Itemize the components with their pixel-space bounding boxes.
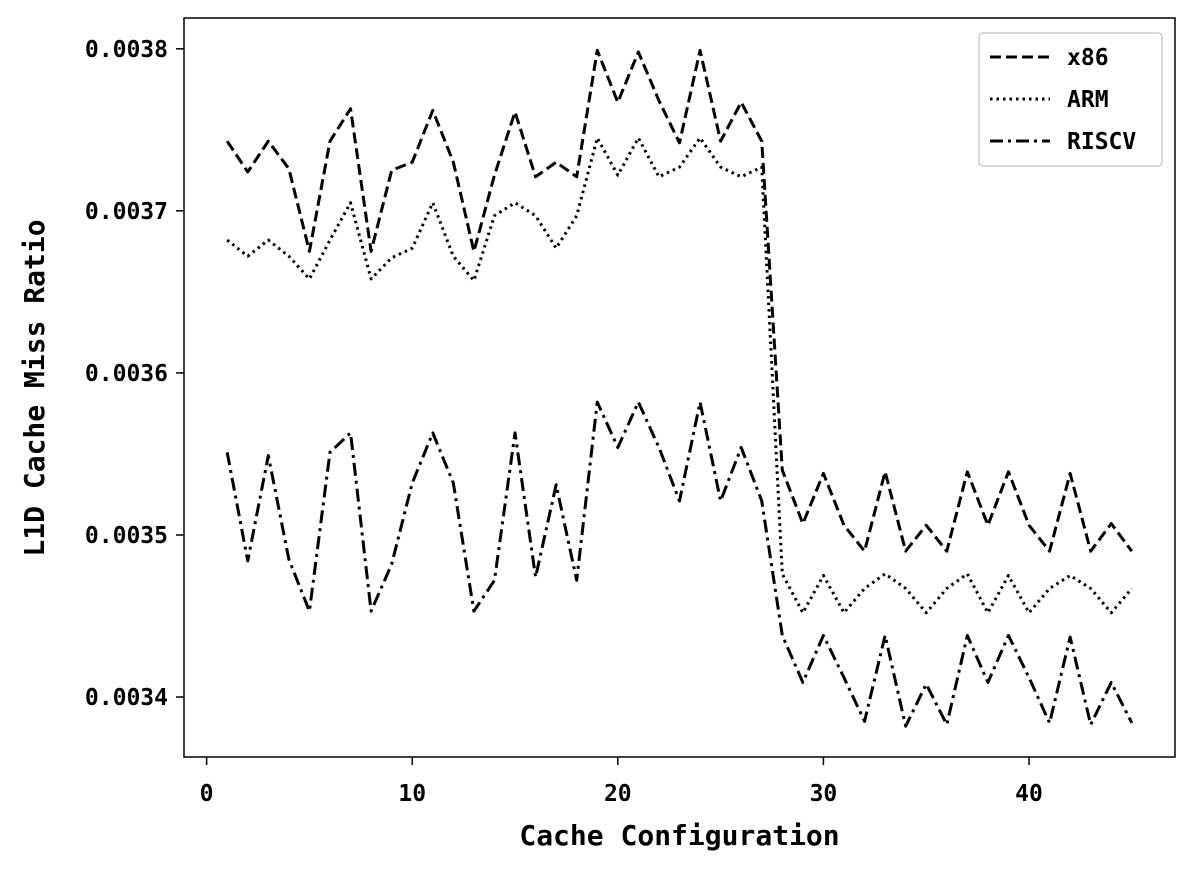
x-tick-label: 10 — [398, 781, 426, 807]
y-tick-label: 0.0035 — [85, 523, 168, 549]
series-line-x86 — [225, 48, 1134, 553]
series-line-arm — [226, 136, 1133, 615]
legend-box — [978, 32, 1163, 167]
plot-area-frame — [183, 17, 1176, 758]
y-axis-title: L1D Cache Miss Ratio — [18, 219, 51, 556]
y-tick-label: 0.0036 — [85, 361, 168, 387]
x-tick-label: 40 — [1015, 781, 1043, 807]
x-tick-label: 30 — [810, 781, 838, 807]
x-tick-label: 0 — [200, 781, 214, 807]
y-tick-label: 0.0034 — [85, 685, 168, 711]
x-axis-title: Cache Configuration — [519, 819, 839, 852]
legend-label-x86: x86 — [1067, 45, 1109, 71]
legend: x86 ARM RISCV — [978, 32, 1163, 167]
y-axis: 0.0034 0.0035 0.0036 0.0037 0.0038 — [85, 37, 184, 711]
y-tick-label: 0.0037 — [85, 199, 168, 225]
x-axis: 0 10 20 30 40 — [200, 757, 1043, 807]
x-tick-label: 20 — [604, 781, 632, 807]
series-line-riscv — [225, 400, 1134, 728]
legend-label-riscv: RISCV — [1067, 129, 1136, 155]
series-layer — [225, 48, 1134, 728]
y-tick-label: 0.0038 — [85, 37, 168, 63]
legend-label-arm: ARM — [1067, 87, 1109, 113]
